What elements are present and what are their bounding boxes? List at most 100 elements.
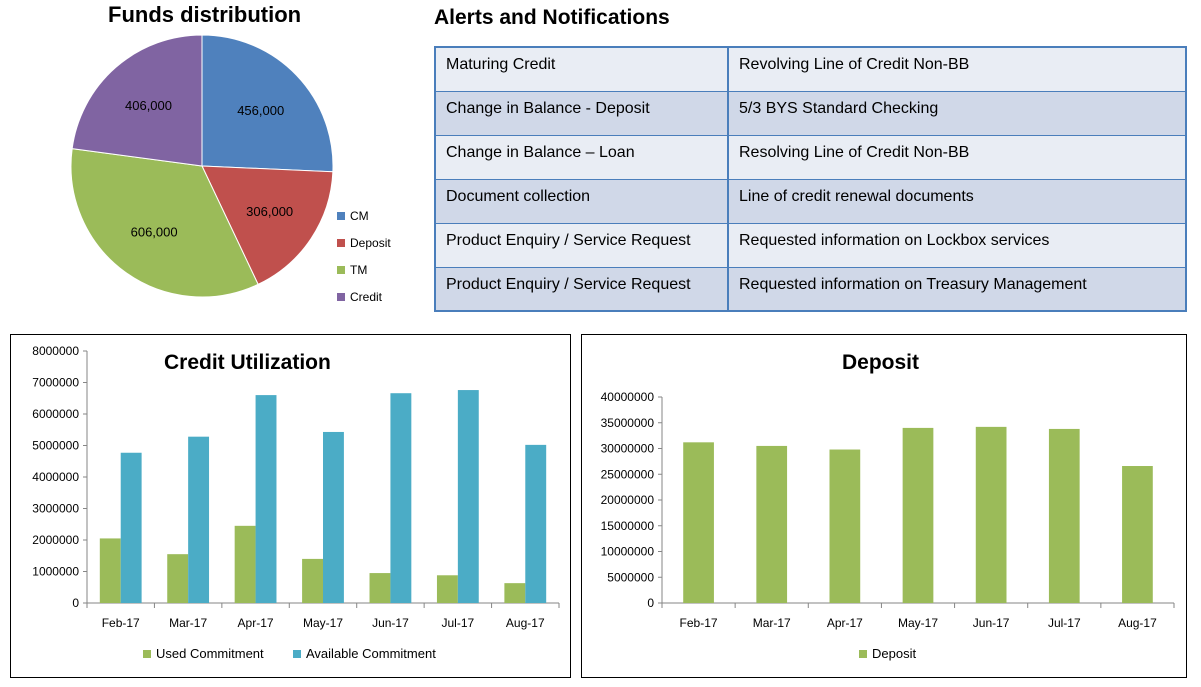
x-tick-label: Jul-17 — [442, 616, 475, 630]
alert-row[interactable]: Maturing Credit Revolving Line of Credit… — [434, 46, 1187, 92]
legend-swatch — [859, 650, 867, 658]
alert-row[interactable]: Product Enquiry / Service Request Reques… — [434, 222, 1187, 268]
legend-swatch — [337, 293, 345, 301]
alert-type: Change in Balance – Loan — [434, 134, 729, 180]
deposit-chart: 0 5000000 10000000 15000000 20000000 25000000… — [601, 390, 1175, 661]
bar-available-commitment — [525, 444, 547, 603]
alert-row[interactable]: Change in Balance – Loan Resolving Line … — [434, 134, 1187, 180]
alert-detail: Requested information on Lockbox service… — [727, 222, 1187, 268]
x-tick-label: Mar-17 — [753, 616, 791, 630]
pie-data-label: 456,000 — [237, 103, 284, 118]
alert-type: Product Enquiry / Service Request — [434, 266, 729, 312]
y-tick-label: 5000000 — [607, 570, 654, 584]
alert-detail: Revolving Line of Credit Non-BB — [727, 46, 1187, 92]
bar-used-commitment — [234, 525, 256, 603]
y-tick-label: 2000000 — [32, 533, 79, 547]
legend-swatch — [337, 239, 345, 247]
alerts-table: Maturing Credit Revolving Line of Credit… — [434, 46, 1187, 312]
bar-deposit — [683, 442, 714, 603]
alert-detail: Resolving Line of Credit Non-BB — [727, 134, 1187, 180]
bar-used-commitment — [369, 573, 391, 603]
y-tick-label: 0 — [647, 596, 654, 610]
bar-deposit — [1122, 466, 1153, 603]
y-tick-label: 4000000 — [32, 470, 79, 484]
y-tick-label: 10000000 — [601, 545, 655, 559]
bar-used-commitment — [504, 583, 526, 603]
x-tick-label: Feb-17 — [102, 616, 140, 630]
x-tick-label: Jun-17 — [973, 616, 1010, 630]
legend-swatch — [143, 650, 151, 658]
y-tick-label: 25000000 — [601, 467, 655, 481]
pie-slice-deposit — [201, 165, 334, 286]
legend-label: Credit — [350, 290, 383, 304]
y-tick-label: 35000000 — [601, 416, 655, 430]
alert-row[interactable]: Document collection Line of credit renew… — [434, 178, 1187, 224]
alert-detail: Line of credit renewal documents — [727, 178, 1187, 224]
y-tick-label: 6000000 — [32, 407, 79, 421]
y-tick-label: 15000000 — [601, 519, 655, 533]
x-tick-label: Aug-17 — [506, 616, 545, 630]
x-tick-label: Jul-17 — [1048, 616, 1081, 630]
alert-row[interactable]: Change in Balance - Deposit 5/3 BYS Stan… — [434, 90, 1187, 136]
x-tick-label: Feb-17 — [680, 616, 718, 630]
credit-utilization-panel: 0 1000000 2000000 3000000 4000000 5000000 6000… — [10, 334, 571, 678]
legend-label: Used Commitment — [156, 646, 264, 661]
legend-label: Deposit — [872, 646, 916, 661]
alerts-title: Alerts and Notifications — [434, 6, 670, 29]
x-tick-label: Apr-17 — [238, 616, 274, 630]
legend-swatch — [293, 650, 301, 658]
bar-deposit — [902, 427, 934, 603]
x-tick-label: Apr-17 — [827, 616, 863, 630]
bar-used-commitment — [99, 538, 121, 603]
pie-data-label: 606,000 — [131, 225, 178, 240]
y-tick-label: 8000000 — [32, 344, 79, 358]
legend-swatch — [337, 266, 345, 274]
bar-available-commitment — [120, 452, 142, 603]
legend-swatch — [337, 212, 345, 220]
alert-type: Change in Balance - Deposit — [434, 90, 729, 136]
bar-used-commitment — [302, 558, 323, 603]
bar-deposit — [1048, 428, 1080, 603]
pie-slice-cm — [201, 34, 334, 173]
alert-row[interactable]: Product Enquiry / Service Request Reques… — [434, 266, 1187, 312]
y-tick-label: 7000000 — [32, 376, 79, 390]
x-tick-label: Aug-17 — [1118, 616, 1157, 630]
pie-data-label: 306,000 — [246, 204, 293, 219]
bar-deposit — [829, 449, 861, 603]
pie-slice-credit — [71, 34, 203, 167]
y-tick-label: 1000000 — [32, 565, 79, 579]
y-tick-label: 20000000 — [601, 493, 655, 507]
bar-deposit — [975, 426, 1007, 603]
legend-label: TM — [350, 263, 367, 277]
legend-label: CM — [350, 209, 369, 223]
y-tick-label: 3000000 — [32, 502, 79, 516]
x-tick-label: Mar-17 — [169, 616, 207, 630]
pie-slice-tm — [70, 148, 259, 298]
alert-type: Maturing Credit — [434, 46, 729, 92]
bar-available-commitment — [390, 393, 412, 603]
bar-available-commitment — [255, 395, 277, 603]
pie-data-label: 406,000 — [125, 98, 172, 113]
alert-type: Document collection — [434, 178, 729, 224]
credit-chart-title: Credit Utilization — [164, 351, 331, 374]
pie-chart-title: Funds distribution — [108, 2, 302, 27]
x-tick-label: May-17 — [898, 616, 938, 630]
bar-available-commitment — [323, 431, 344, 603]
bar-deposit — [756, 445, 788, 603]
alert-detail: 5/3 BYS Standard Checking — [727, 90, 1187, 136]
credit-utilization-chart: 0 1000000 2000000 3000000 4000000 5000000 6000… — [32, 344, 560, 661]
pie-chart: 456,000 306,000 606,000 406,000 CM Deposit TM C… — [70, 34, 391, 304]
y-tick-label: 5000000 — [32, 439, 79, 453]
y-tick-label: 30000000 — [601, 442, 655, 456]
bar-used-commitment — [167, 554, 189, 603]
alert-type: Product Enquiry / Service Request — [434, 222, 729, 268]
x-tick-label: Jun-17 — [372, 616, 409, 630]
legend-label: Available Commitment — [306, 646, 436, 661]
bar-available-commitment — [188, 436, 210, 603]
deposit-panel: 0 5000000 10000000 15000000 20000000 25000000… — [581, 334, 1187, 678]
x-tick-label: May-17 — [303, 616, 343, 630]
y-tick-label: 40000000 — [601, 390, 655, 404]
bar-used-commitment — [436, 575, 458, 603]
deposit-chart-title: Deposit — [842, 351, 920, 374]
alert-detail: Requested information on Treasury Manage… — [727, 266, 1187, 312]
